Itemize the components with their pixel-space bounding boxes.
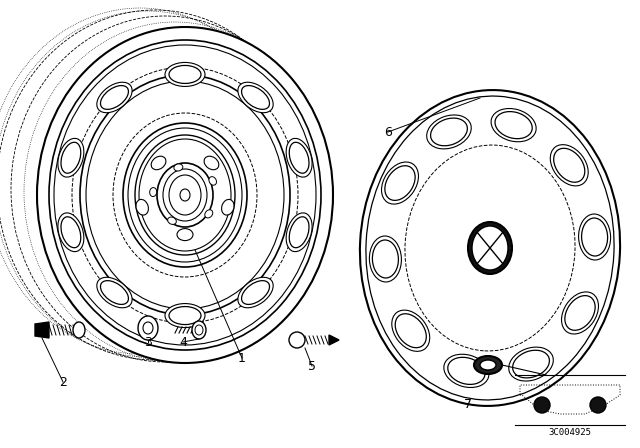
Ellipse shape xyxy=(165,62,205,86)
Ellipse shape xyxy=(61,217,81,248)
Ellipse shape xyxy=(360,90,620,406)
Ellipse shape xyxy=(157,163,213,227)
Ellipse shape xyxy=(136,199,148,215)
Ellipse shape xyxy=(289,332,305,348)
Ellipse shape xyxy=(150,188,157,197)
Ellipse shape xyxy=(100,280,129,305)
Ellipse shape xyxy=(97,277,132,308)
Ellipse shape xyxy=(495,112,532,139)
Text: 3C004925: 3C004925 xyxy=(548,427,591,436)
Ellipse shape xyxy=(238,277,273,308)
Ellipse shape xyxy=(123,123,247,267)
Ellipse shape xyxy=(582,218,607,256)
Polygon shape xyxy=(35,322,49,338)
Ellipse shape xyxy=(468,222,512,274)
Ellipse shape xyxy=(241,280,269,305)
Ellipse shape xyxy=(534,397,550,413)
Ellipse shape xyxy=(472,226,508,270)
Polygon shape xyxy=(329,335,339,345)
Ellipse shape xyxy=(192,321,206,339)
Ellipse shape xyxy=(143,322,153,334)
Ellipse shape xyxy=(480,360,496,370)
Ellipse shape xyxy=(177,228,193,241)
Ellipse shape xyxy=(163,169,207,221)
Ellipse shape xyxy=(427,115,471,149)
Ellipse shape xyxy=(554,148,585,182)
Ellipse shape xyxy=(165,304,205,327)
Ellipse shape xyxy=(286,213,312,252)
Ellipse shape xyxy=(392,310,429,351)
Text: 4: 4 xyxy=(179,336,187,349)
Ellipse shape xyxy=(513,350,549,378)
Ellipse shape xyxy=(241,86,269,109)
Ellipse shape xyxy=(174,164,183,171)
Ellipse shape xyxy=(221,199,234,215)
Ellipse shape xyxy=(138,316,158,340)
Ellipse shape xyxy=(385,166,415,200)
Ellipse shape xyxy=(444,354,489,388)
Ellipse shape xyxy=(579,214,611,260)
Ellipse shape xyxy=(509,347,554,381)
Ellipse shape xyxy=(73,322,85,338)
Ellipse shape xyxy=(169,306,201,324)
Ellipse shape xyxy=(590,397,606,413)
Text: 3: 3 xyxy=(144,336,152,349)
Ellipse shape xyxy=(369,236,401,282)
Ellipse shape xyxy=(180,189,190,201)
Ellipse shape xyxy=(381,162,419,204)
Ellipse shape xyxy=(151,156,166,170)
Ellipse shape xyxy=(100,86,129,109)
Text: 6: 6 xyxy=(384,125,392,138)
Ellipse shape xyxy=(135,135,235,255)
Ellipse shape xyxy=(169,65,201,83)
Ellipse shape xyxy=(209,177,216,185)
Ellipse shape xyxy=(195,325,203,335)
Ellipse shape xyxy=(448,358,485,384)
Ellipse shape xyxy=(168,217,177,224)
Ellipse shape xyxy=(58,213,84,252)
Ellipse shape xyxy=(204,156,219,170)
Ellipse shape xyxy=(289,217,309,248)
Ellipse shape xyxy=(97,82,132,113)
Text: 1: 1 xyxy=(238,352,246,365)
Text: 2: 2 xyxy=(59,375,67,388)
Ellipse shape xyxy=(561,292,598,334)
Ellipse shape xyxy=(396,314,426,348)
Ellipse shape xyxy=(286,138,312,177)
Ellipse shape xyxy=(372,240,399,278)
Ellipse shape xyxy=(491,108,536,142)
Ellipse shape xyxy=(80,75,290,315)
Ellipse shape xyxy=(205,210,212,218)
Text: 5: 5 xyxy=(308,359,316,372)
Ellipse shape xyxy=(37,27,333,363)
Ellipse shape xyxy=(550,145,588,186)
Ellipse shape xyxy=(238,82,273,113)
Ellipse shape xyxy=(58,138,84,177)
Ellipse shape xyxy=(565,296,595,330)
Text: 7: 7 xyxy=(464,397,472,410)
Ellipse shape xyxy=(289,142,309,173)
Ellipse shape xyxy=(61,142,81,173)
Ellipse shape xyxy=(474,356,502,374)
Ellipse shape xyxy=(431,118,467,146)
